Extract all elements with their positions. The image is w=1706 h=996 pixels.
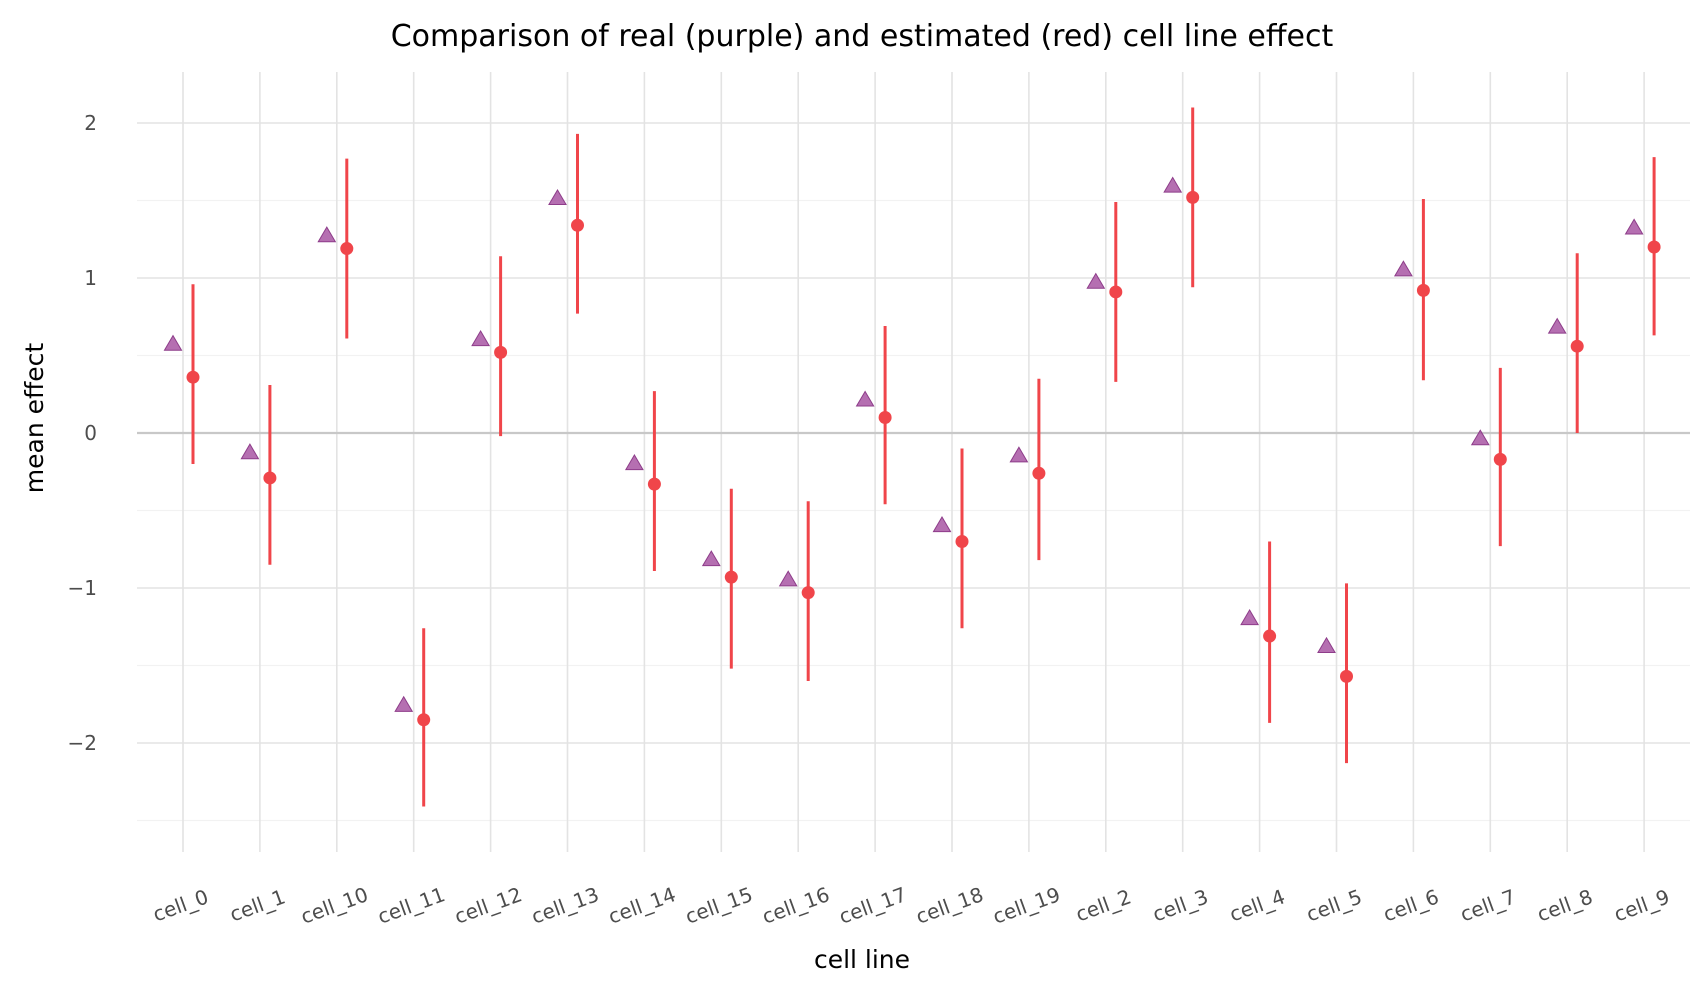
estimated-point-cell_15 xyxy=(724,570,738,584)
estimated-point-cell_1 xyxy=(263,471,277,485)
x-tick-label: cell_5 xyxy=(1303,884,1365,926)
estimated-point-cell_18 xyxy=(955,535,969,548)
x-tick-label: cell_17 xyxy=(836,882,910,928)
x-tick-label: cell_0 xyxy=(150,884,212,926)
estimated-point-cell_4 xyxy=(1263,629,1277,643)
x-axis-label: cell line xyxy=(814,945,910,974)
grid xyxy=(137,72,1690,852)
estimated-point-cell_8 xyxy=(1570,339,1584,353)
real-point-cell_19 xyxy=(1009,446,1029,463)
y-tick-label: 2 xyxy=(84,111,97,135)
estimated-point-cell_6 xyxy=(1416,283,1430,297)
y-tick-labels: −2 −1 0 1 2 xyxy=(68,111,97,755)
x-tick-labels: cell_0 cell_1 cell_10 cell_11 cell_12 cell_13… xyxy=(150,882,1673,928)
x-tick-label: cell_2 xyxy=(1072,884,1134,926)
real-point-cell_4 xyxy=(1240,609,1260,626)
real-point-cell_0 xyxy=(163,334,183,351)
chart-title: Comparison of real (purple) and estimate… xyxy=(391,19,1334,54)
real-point-cell_5 xyxy=(1317,636,1336,653)
y-tick-label: −1 xyxy=(68,576,97,600)
estimated-point-cell_19 xyxy=(1032,466,1046,480)
estimated-point-cell_3 xyxy=(1186,190,1200,204)
real-point-cell_10 xyxy=(317,226,337,243)
x-tick-label: cell_7 xyxy=(1457,884,1519,926)
x-tick-label: cell_4 xyxy=(1226,884,1288,926)
estimated-point-cell_14 xyxy=(647,477,661,491)
x-tick-label: cell_11 xyxy=(374,882,448,928)
x-tick-label: cell_9 xyxy=(1611,884,1673,926)
x-tick-label: cell_18 xyxy=(913,882,987,928)
real-point-cell_18 xyxy=(932,516,952,533)
estimated-point-cell_5 xyxy=(1340,669,1353,683)
real-point-cell_9 xyxy=(1624,218,1644,235)
real-point-cell_2 xyxy=(1086,272,1106,289)
estimated-point-cell_2 xyxy=(1109,285,1123,299)
real-point-cell_3 xyxy=(1163,176,1183,193)
x-tick-label: cell_1 xyxy=(227,884,289,926)
estimated-point-cell_17 xyxy=(878,411,892,424)
estimated-point-cell_12 xyxy=(494,345,508,359)
errorbars xyxy=(191,107,1656,807)
x-tick-label: cell_19 xyxy=(990,882,1064,928)
estimated-point-cell_0 xyxy=(186,370,200,384)
real-point-cell_12 xyxy=(471,330,491,347)
estimated-point-cell_10 xyxy=(340,242,354,256)
real-point-cell_11 xyxy=(394,695,414,712)
estimated-point-cell_11 xyxy=(417,713,431,727)
estimated-point-cell_16 xyxy=(801,586,815,600)
real-point-cell_13 xyxy=(548,188,567,206)
real-point-cell_14 xyxy=(624,454,644,471)
x-tick-label: cell_16 xyxy=(759,882,833,928)
estimated-point-cell_13 xyxy=(571,218,584,232)
x-tick-label: cell_14 xyxy=(605,882,679,928)
real-point-cell_15 xyxy=(701,550,721,567)
x-tick-label: cell_15 xyxy=(682,882,756,928)
x-tick-label: cell_13 xyxy=(528,882,602,928)
x-tick-label: cell_8 xyxy=(1534,884,1596,926)
x-tick-label: cell_10 xyxy=(297,882,371,928)
real-point-cell_17 xyxy=(855,390,875,407)
estimated-point-cell_9 xyxy=(1647,240,1661,254)
estimated-point-cell_7 xyxy=(1493,452,1507,466)
y-axis-label: mean effect xyxy=(20,343,49,494)
x-tick-label: cell_3 xyxy=(1149,884,1211,926)
x-tick-label: cell_6 xyxy=(1380,884,1442,926)
real-point-cell_7 xyxy=(1470,429,1490,446)
y-tick-label: 1 xyxy=(84,266,97,290)
real-point-cell_1 xyxy=(240,443,260,460)
real-point-cell_6 xyxy=(1393,260,1413,277)
points xyxy=(163,176,1661,727)
real-point-cell_8 xyxy=(1547,317,1567,334)
real-point-cell_16 xyxy=(778,570,798,587)
x-tick-label: cell_12 xyxy=(451,882,525,928)
y-tick-label: −2 xyxy=(68,731,97,755)
y-tick-label: 0 xyxy=(84,421,97,445)
